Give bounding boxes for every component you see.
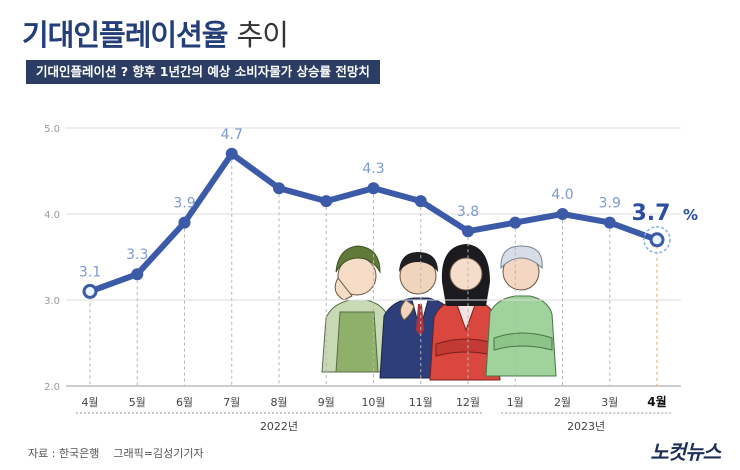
data-label: 4.7 bbox=[221, 127, 243, 143]
data-label: 3.3 bbox=[126, 247, 148, 263]
data-point bbox=[367, 182, 380, 195]
year-label: 2023년 bbox=[567, 420, 605, 433]
x-tick-label: 5월 bbox=[129, 396, 146, 409]
data-label: 4.3 bbox=[362, 161, 384, 177]
x-tick-label: 3월 bbox=[601, 396, 618, 409]
data-point bbox=[82, 283, 98, 299]
data-point bbox=[462, 225, 474, 238]
x-tick-label: 6월 bbox=[176, 396, 193, 409]
data-label: 3.9 bbox=[173, 196, 195, 212]
x-tick-label: 8월 bbox=[270, 396, 287, 409]
person-bandana-man bbox=[485, 245, 557, 377]
data-point bbox=[273, 182, 285, 195]
data-label-unit: % bbox=[683, 206, 698, 224]
x-tick-label: 4월 bbox=[647, 394, 666, 409]
data-point bbox=[556, 208, 569, 220]
source-credit: 자료 : 한국은행 bbox=[28, 447, 100, 460]
data-point bbox=[131, 268, 144, 281]
footer-credits: 자료 : 한국은행 그래픽=김성기기자 bbox=[28, 445, 204, 461]
data-point bbox=[649, 232, 665, 248]
title-main: 기대인플레이션율 bbox=[22, 18, 228, 52]
data-point bbox=[225, 147, 238, 160]
y-tick-label: 5.0 bbox=[44, 124, 60, 135]
data-point bbox=[509, 216, 522, 229]
chart-title: 기대인플레이션율 추이 bbox=[22, 12, 289, 54]
data-label: 3.7 bbox=[632, 201, 671, 226]
data-label: 3.9 bbox=[599, 196, 621, 212]
subtitle-banner: 기대인플레이션 ? 향후 1년간의 예상 소비자물가 상승률 전망치 bbox=[26, 60, 380, 84]
title-rest: 추이 bbox=[236, 18, 289, 52]
x-tick-label: 11월 bbox=[409, 396, 433, 409]
y-tick-label: 3.0 bbox=[44, 296, 60, 307]
x-tick-label: 2월 bbox=[554, 396, 571, 409]
nocut-news-logo: 노컷뉴스 bbox=[650, 440, 721, 464]
data-label: 3.1 bbox=[79, 264, 101, 280]
highlight-ring bbox=[643, 226, 671, 254]
x-tick-label: 12월 bbox=[456, 396, 480, 409]
data-point bbox=[178, 216, 191, 229]
data-label: 4.0 bbox=[551, 187, 573, 203]
data-point bbox=[414, 195, 427, 208]
x-tick-label: 4월 bbox=[81, 396, 98, 409]
x-tick-label: 7월 bbox=[223, 396, 240, 409]
graphic-credit: 그래픽=김성기기자 bbox=[113, 447, 204, 460]
y-tick-label: 2.0 bbox=[44, 382, 60, 393]
data-point bbox=[603, 216, 616, 229]
data-point bbox=[320, 195, 333, 208]
year-label: 2022년 bbox=[260, 420, 298, 433]
x-tick-label: 9월 bbox=[318, 396, 335, 409]
x-tick-label: 1월 bbox=[507, 396, 524, 409]
x-tick-label: 10월 bbox=[361, 396, 385, 409]
y-tick-label: 4.0 bbox=[44, 210, 60, 221]
people-illustration bbox=[321, 244, 557, 381]
data-label: 3.8 bbox=[457, 204, 479, 220]
